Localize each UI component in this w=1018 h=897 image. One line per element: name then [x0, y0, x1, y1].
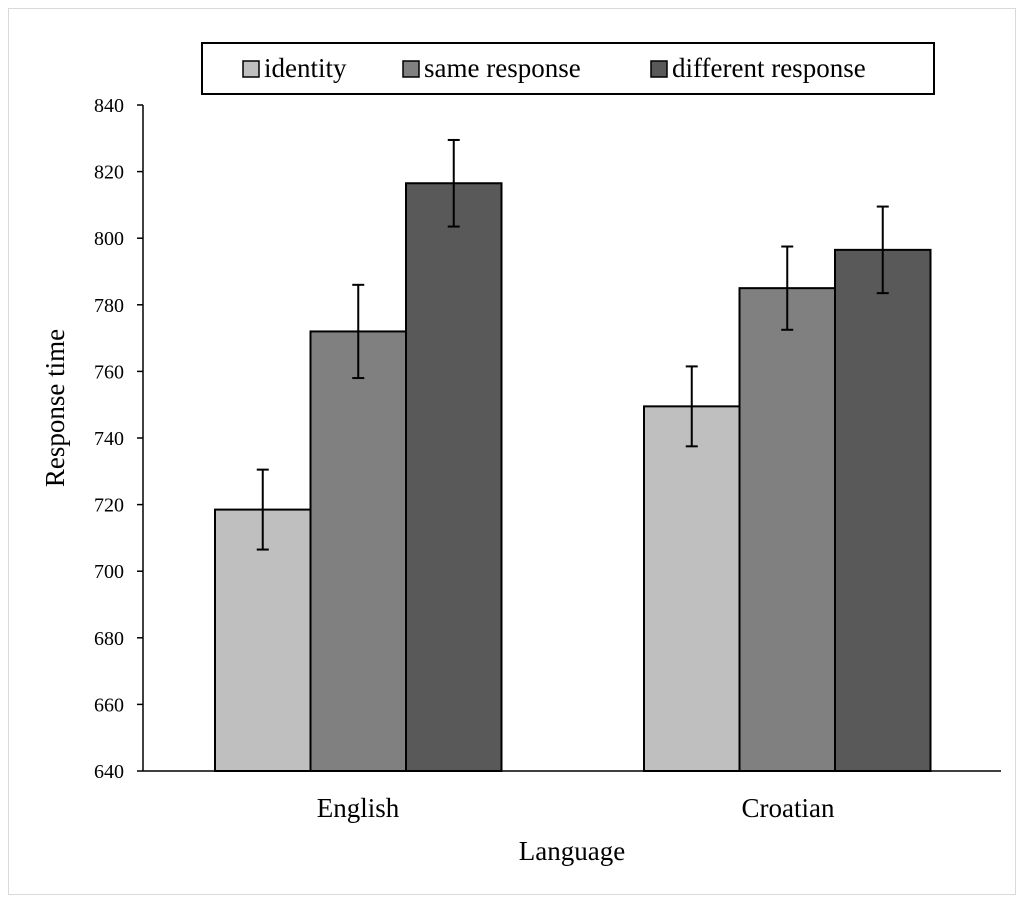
legend-label-different-response: different response — [672, 53, 866, 83]
y-tick-label: 740 — [94, 428, 124, 450]
y-tick-label: 640 — [94, 761, 124, 783]
bar-identity-croatian — [643, 405, 741, 772]
legend-label-identity: identity — [264, 53, 347, 83]
legend: identity same response different response — [201, 42, 935, 95]
bar-different-response-croatian — [834, 248, 932, 773]
bar-different-response-english — [405, 182, 503, 772]
bar-same-response-english — [309, 330, 407, 772]
bars — [214, 182, 932, 773]
legend-swatch-identity — [242, 60, 260, 78]
legend-swatch-same-response — [402, 60, 420, 78]
y-tick-label: 760 — [94, 361, 124, 383]
x-tick-label-croatian: Croatian — [742, 793, 835, 823]
y-tick-label: 820 — [94, 162, 124, 184]
x-axis-label: Language — [519, 836, 625, 866]
legend-label-same-response: same response — [424, 53, 581, 83]
y-tick-label: 840 — [94, 95, 124, 117]
y-ticks: 640 660 680 700 720 740 760 780 800 820 840 — [94, 95, 143, 783]
legend-box — [201, 42, 935, 95]
bar-same-response-croatian — [738, 287, 836, 772]
legend-swatch-different-response — [650, 60, 668, 78]
y-tick-label: 680 — [94, 628, 124, 650]
x-ticks: English Croatian — [317, 793, 835, 823]
y-axis-label: Response time — [40, 329, 70, 487]
y-tick-label: 780 — [94, 295, 124, 317]
y-tick-label: 700 — [94, 561, 124, 583]
y-tick-label: 720 — [94, 495, 124, 517]
y-tick-label: 800 — [94, 228, 124, 250]
error-bars — [256, 138, 889, 551]
y-tick-label: 660 — [94, 694, 124, 716]
x-tick-label-english: English — [317, 793, 400, 823]
